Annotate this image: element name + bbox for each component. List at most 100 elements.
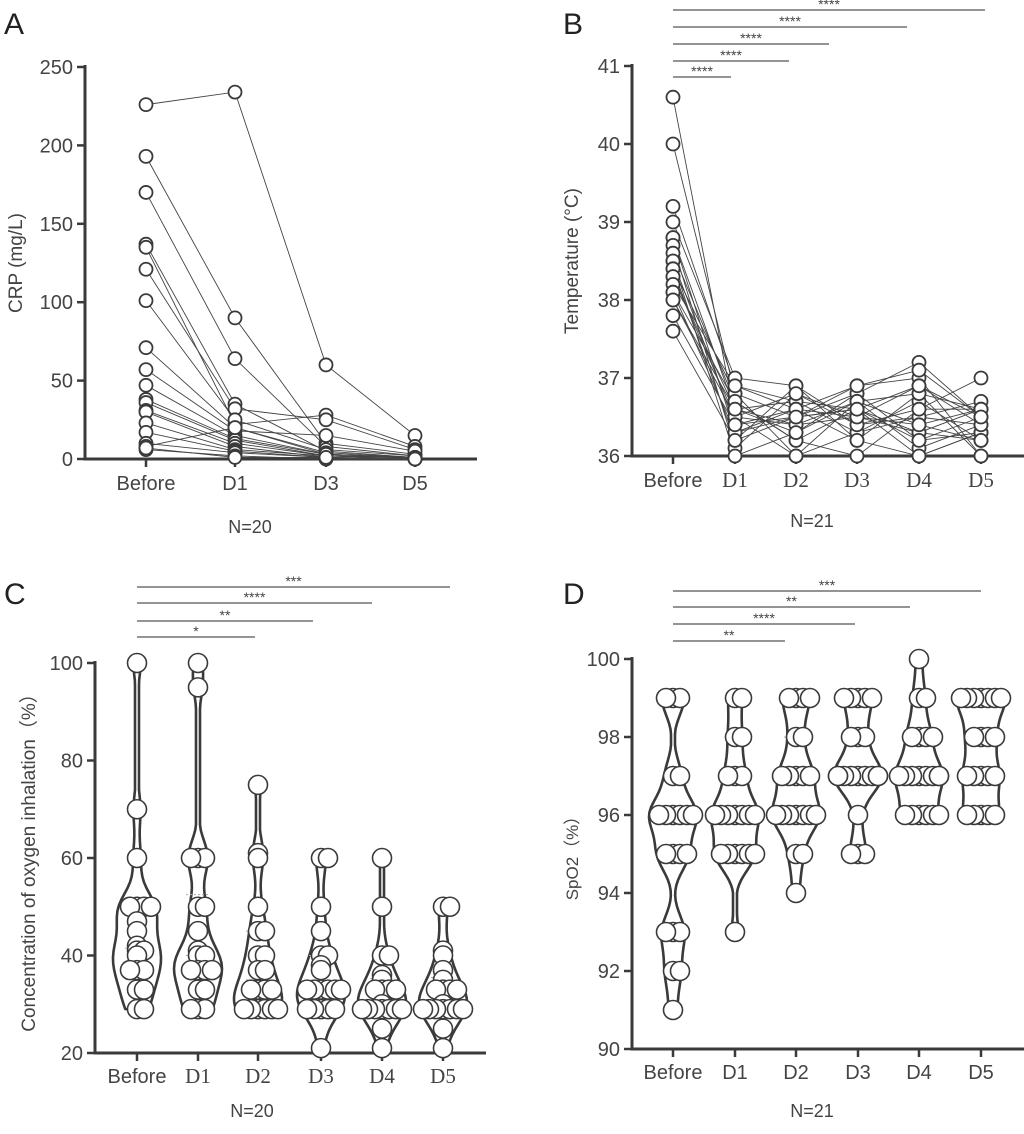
y-tick-label: 92 — [598, 961, 620, 983]
data-point — [973, 432, 989, 448]
data-point — [710, 843, 732, 865]
patient-line — [672, 299, 982, 441]
data-point — [778, 687, 800, 709]
data-point — [717, 765, 739, 787]
data-point — [330, 979, 352, 1000]
significance-label: *** — [819, 577, 836, 593]
data-point — [911, 401, 927, 417]
y-tick-label: 94 — [598, 883, 620, 905]
patient-line — [145, 156, 416, 455]
x-tick-label: Before — [644, 1062, 703, 1084]
data-point — [227, 450, 243, 465]
y-axis-label: CRP (mg/L) — [6, 213, 27, 313]
panel-letter: A — [4, 8, 24, 41]
patient-line — [672, 299, 981, 426]
data-point — [911, 432, 927, 448]
data-point — [138, 293, 154, 309]
panel-d: D 90 92 94 96 98 100 Before D1 D2 D3 D4 D5 SpO2（%） N=2… — [563, 577, 1024, 1121]
patient-line — [145, 91, 416, 436]
data-point — [799, 765, 821, 787]
x-tick-label: D3 — [845, 1062, 871, 1084]
data-point — [227, 310, 243, 326]
data-point — [950, 687, 972, 709]
y-tick-label: 36 — [598, 446, 620, 468]
data-point — [310, 896, 332, 918]
panel-c: C 20 40 60 80 100 Before D1 D2 D3 D4 D5 Concentratio… — [4, 573, 486, 1121]
data-point — [194, 896, 216, 918]
data-point — [788, 386, 804, 402]
significance-label: * — [193, 623, 199, 639]
data-point — [665, 323, 681, 339]
data-point — [908, 648, 930, 670]
y-tick-label: 200 — [40, 135, 73, 157]
y-tick-label: 60 — [61, 848, 83, 870]
significance-label: **** — [691, 63, 713, 79]
sample-size-label: N=20 — [230, 1101, 274, 1121]
patient-line — [672, 276, 982, 434]
sample-size-label: N=21 — [790, 1101, 834, 1121]
data-point — [187, 677, 209, 698]
x-tick-label: D3 — [844, 468, 870, 492]
data-point — [371, 1018, 393, 1039]
data-point — [412, 998, 434, 1020]
data-point — [788, 425, 804, 441]
data-point — [840, 726, 862, 748]
data-point — [261, 979, 283, 1000]
patient-line — [145, 347, 416, 458]
data-point — [665, 292, 681, 308]
patient-line — [672, 253, 982, 457]
data-point — [371, 847, 393, 869]
data-point — [432, 1037, 454, 1059]
x-tick-label: Before — [644, 470, 703, 492]
data-point — [446, 979, 468, 1000]
data-point — [138, 97, 154, 113]
x-tick-label: D1 — [185, 1064, 211, 1088]
data-point — [254, 959, 276, 981]
x-tick-label: D2 — [245, 1064, 271, 1088]
patient-line — [145, 402, 416, 460]
patient-line — [672, 292, 982, 434]
data-point — [888, 765, 910, 787]
data-point — [956, 765, 978, 787]
data-point — [901, 726, 923, 748]
data-point — [727, 401, 743, 417]
x-tick-label: Before — [117, 473, 176, 495]
significance-label: **** — [753, 610, 775, 626]
data-point — [296, 998, 318, 1020]
data-point — [371, 896, 393, 918]
data-point — [180, 998, 202, 1020]
y-tick-label: 100 — [50, 653, 83, 675]
y-tick-label: 20 — [61, 1043, 83, 1065]
data-point — [655, 687, 677, 709]
data-point — [187, 652, 209, 674]
data-point — [665, 308, 681, 324]
data-point — [731, 687, 753, 709]
data-point — [391, 998, 413, 1020]
data-point — [227, 420, 243, 436]
data-point — [439, 896, 461, 918]
y-tick-label: 98 — [598, 727, 620, 749]
significance-label: ** — [724, 627, 735, 643]
x-tick-label: D1 — [722, 1062, 748, 1084]
y-tick-label: 0 — [62, 449, 73, 471]
x-tick-label: D5 — [968, 468, 994, 492]
data-point — [792, 843, 814, 865]
significance-label: *** — [285, 573, 302, 589]
data-point — [973, 370, 989, 386]
x-tick-label: D3 — [313, 473, 339, 495]
data-point — [894, 804, 916, 826]
significance-label: **** — [818, 0, 840, 12]
patient-line — [145, 269, 416, 451]
data-point — [665, 214, 681, 230]
patient-line — [145, 422, 416, 458]
patient-line — [145, 427, 416, 458]
data-point — [385, 979, 407, 1000]
data-point — [704, 804, 726, 826]
y-tick-label: 38 — [598, 290, 620, 312]
data-point — [655, 921, 677, 943]
patient-line — [145, 447, 416, 460]
data-point — [407, 451, 423, 467]
panel-letter: B — [563, 8, 583, 41]
x-tick-label: D2 — [783, 1062, 809, 1084]
